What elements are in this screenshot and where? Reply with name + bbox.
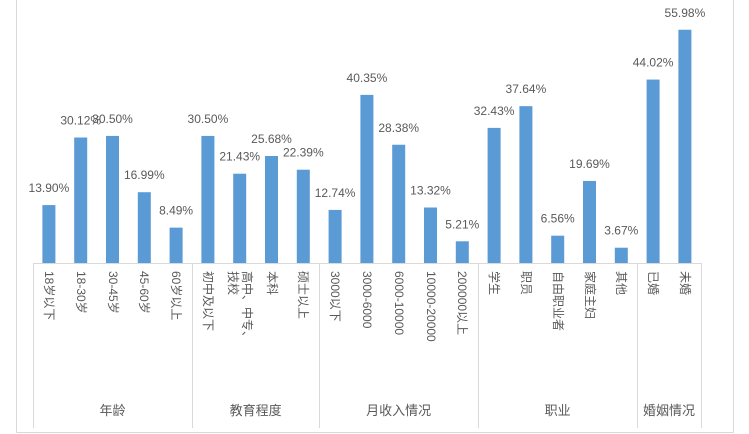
category-label: 45-60岁 <box>137 271 152 314</box>
bar <box>614 247 628 263</box>
group-label: 婚姻情况 <box>642 403 695 418</box>
data-label: 16.99% <box>124 168 165 182</box>
bar <box>265 156 278 263</box>
category-label: 6000-10000 <box>391 271 406 336</box>
category-label: 3000-6000 <box>359 271 374 329</box>
bar <box>455 241 469 263</box>
category-label: 高中、中专、技校 <box>225 271 254 344</box>
bar <box>74 137 88 263</box>
category-label: 自由职业者 <box>550 271 565 332</box>
data-label: 13.90% <box>29 181 70 195</box>
category-label: 本科 <box>264 271 279 296</box>
bar <box>360 94 374 264</box>
data-label: 32.43% <box>474 104 515 118</box>
category-label: 职员 <box>518 271 533 296</box>
bar <box>678 29 692 263</box>
bar <box>233 173 247 263</box>
category-label: 未婚 <box>677 271 692 296</box>
bar <box>487 127 501 264</box>
data-label: 44.02% <box>633 56 674 70</box>
data-label: 22.39% <box>283 146 324 160</box>
category-label: 初中及以下 <box>200 271 215 332</box>
category-label: 60岁以上 <box>169 271 184 321</box>
category-label: 18岁以下 <box>41 271 56 321</box>
bar <box>551 235 565 263</box>
category-label: 学生 <box>487 271 502 296</box>
data-label: 12.74% <box>315 186 356 200</box>
data-label: 28.38% <box>378 121 419 135</box>
data-label: 3.67% <box>604 224 638 238</box>
category-label: 家庭主妇 <box>582 271 597 320</box>
data-label: 13.32% <box>410 184 451 198</box>
category-label: 30-45岁 <box>105 271 120 314</box>
bar <box>169 227 183 264</box>
data-label: 40.35% <box>347 71 388 85</box>
bar <box>392 144 406 263</box>
category-label: 硕士以上 <box>296 271 311 320</box>
data-label: 30.50% <box>92 112 133 126</box>
data-label: 6.56% <box>541 212 575 226</box>
group-label: 职业 <box>544 403 571 418</box>
data-label: 55.98% <box>665 6 706 20</box>
bar <box>201 135 215 263</box>
category-label: 已婚 <box>646 271 661 296</box>
group-label: 月收入情况 <box>366 403 432 418</box>
data-label: 8.49% <box>159 204 193 218</box>
category-label: 18-30岁 <box>73 271 88 314</box>
bar <box>42 205 56 263</box>
bar <box>519 106 533 263</box>
group-label: 教育程度 <box>229 403 282 418</box>
category-label: 3000以下 <box>328 271 343 322</box>
category-label: 10000-20000 <box>423 271 438 342</box>
bar <box>137 192 151 263</box>
group-label: 年龄 <box>99 403 126 418</box>
data-label: 25.68% <box>251 132 292 146</box>
bar <box>328 209 342 263</box>
bar <box>646 79 660 263</box>
data-label: 30.50% <box>188 112 229 126</box>
bar <box>424 207 437 263</box>
bar <box>296 169 310 263</box>
category-label: 200000以上 <box>455 271 470 336</box>
data-label: 30.12% <box>60 114 101 128</box>
data-label: 21.43% <box>219 150 260 164</box>
data-label: 19.69% <box>569 157 610 171</box>
data-label: 5.21% <box>445 217 479 231</box>
data-label: 37.64% <box>506 82 547 96</box>
category-label: 其他 <box>614 271 629 296</box>
bar <box>106 135 119 263</box>
bar <box>583 180 596 263</box>
